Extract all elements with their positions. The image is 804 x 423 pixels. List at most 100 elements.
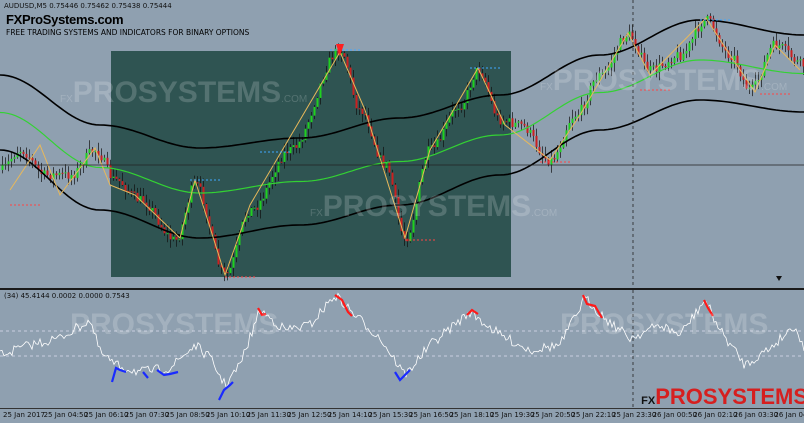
candle-body [518, 121, 520, 122]
candle-body [89, 149, 91, 153]
oscillator-extreme-segment [335, 295, 352, 316]
candle-body [779, 45, 781, 48]
time-tick-label: 26 Jan 04:50 [774, 411, 804, 419]
candle-body [800, 59, 802, 60]
candle-body [200, 183, 202, 186]
oscillator-panel[interactable]: (34) 45.4144 0.0002 0.0000 0.7543 PROSYS… [0, 290, 804, 408]
candle-body [23, 152, 25, 154]
candle-body [434, 145, 436, 147]
candle-body [344, 53, 346, 57]
time-tick-label: 25 Jan 07:30 [125, 411, 169, 419]
time-tick-label: 25 Jan 14:10 [328, 411, 372, 419]
candle-body [464, 103, 466, 109]
time-tick-label: 26 Jan 02:10 [693, 411, 737, 419]
candle-body [293, 145, 295, 147]
candle-body [266, 188, 268, 199]
candle-body [734, 56, 736, 60]
candle-body [56, 173, 58, 175]
time-tick-label: 25 Jan 06:10 [84, 411, 128, 419]
candle-body [437, 139, 439, 147]
candle-body [230, 268, 232, 273]
candle-body [248, 216, 250, 218]
candle-body [14, 157, 16, 159]
candle-body [701, 27, 703, 32]
candle-body [392, 173, 394, 185]
candle-body [284, 152, 286, 162]
candle-body [263, 199, 265, 201]
candle-body [362, 109, 364, 114]
candle-body [50, 175, 52, 179]
candle-body [197, 182, 199, 183]
oscillator-header: (34) 45.4144 0.0002 0.0000 0.7543 [4, 292, 130, 300]
candle-body [788, 46, 790, 50]
corner-logo: FXPROSYSTEMS [641, 384, 804, 408]
candle-body [68, 172, 70, 178]
candle-body [116, 177, 118, 179]
candle-body [461, 109, 463, 110]
candle-body [134, 191, 136, 192]
time-tick-label: 26 Jan 03:30 [734, 411, 778, 419]
oscillator-extreme-segment [467, 310, 478, 315]
candle-body [536, 136, 538, 147]
price-chart-panel[interactable]: AUDUSD,M5 0.75446 0.75462 0.75438 0.7544… [0, 0, 804, 288]
candle-body [269, 182, 271, 187]
candle-body [506, 121, 508, 122]
candle-body [353, 78, 355, 95]
candle-body [29, 158, 31, 159]
candle-body [176, 237, 178, 240]
candle-body [107, 158, 109, 165]
candle-body [272, 177, 274, 182]
candle-body [311, 116, 313, 123]
candle-body [560, 148, 562, 153]
time-tick-label: 25 Jan 18:10 [450, 411, 494, 419]
candle-body [278, 162, 280, 173]
candle-body [497, 113, 499, 115]
candle-body [689, 43, 691, 51]
price-chart-canvas[interactable] [0, 0, 804, 288]
candle-body [443, 129, 445, 140]
candle-body [677, 52, 679, 58]
candle-body [260, 201, 262, 210]
candle-body [515, 123, 517, 127]
time-tick-label: 25 Jan 23:30 [612, 411, 656, 419]
candle-body [62, 173, 64, 174]
candle-body [101, 155, 103, 160]
candle-body [785, 44, 787, 46]
time-tick-label: 25 Jan 08:50 [165, 411, 209, 419]
candle-body [254, 208, 256, 209]
candle-body [299, 142, 301, 148]
candle-body [389, 162, 391, 172]
candle-body [59, 173, 61, 175]
candle-body [122, 181, 124, 185]
candle-body [698, 29, 700, 32]
candle-body [554, 158, 556, 160]
candle-body [26, 154, 28, 158]
candle-body [104, 158, 106, 161]
watermark: PROSYSTEMS [70, 308, 278, 342]
candle-body [686, 51, 688, 54]
candle-body [575, 117, 577, 119]
candle-body [32, 158, 34, 160]
candle-body [236, 245, 238, 257]
candle-body [359, 108, 361, 109]
candle-body [509, 118, 511, 121]
brand-tagline: FREE TRADING SYSTEMS AND INDICATORS FOR … [6, 28, 249, 37]
candle-body [473, 80, 475, 88]
time-tick-label: 25 Jan 22:10 [571, 411, 615, 419]
candle-body [791, 50, 793, 57]
candle-body [302, 140, 304, 141]
brand-logo-text: FXProSystems.com [6, 12, 123, 27]
candle-body [680, 52, 682, 60]
candle-body [110, 165, 112, 178]
candle-body [671, 62, 673, 63]
candle-body [179, 239, 181, 240]
candle-body [332, 58, 334, 60]
candle-body [704, 20, 706, 26]
candle-body [524, 124, 526, 126]
symbol-quote-line: AUDUSD,M5 0.75446 0.75462 0.75438 0.7544… [4, 2, 172, 10]
candle-body [440, 139, 442, 140]
candle-body [674, 58, 676, 63]
candle-body [710, 16, 712, 18]
time-tick-label: 25 Jan 10:10 [206, 411, 250, 419]
